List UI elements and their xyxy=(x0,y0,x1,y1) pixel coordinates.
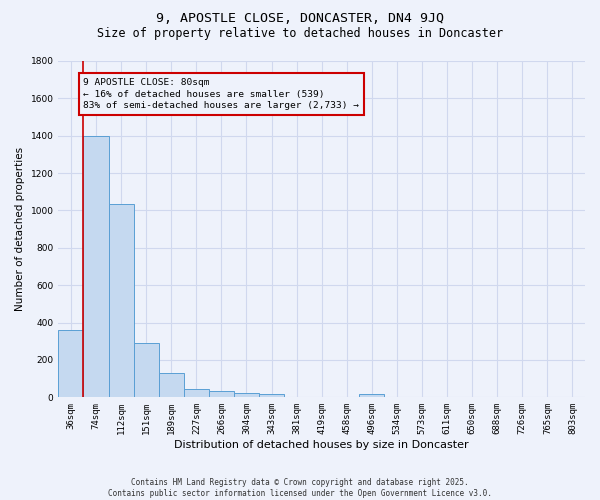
Text: 9, APOSTLE CLOSE, DONCASTER, DN4 9JQ: 9, APOSTLE CLOSE, DONCASTER, DN4 9JQ xyxy=(156,12,444,26)
Bar xyxy=(259,394,284,398)
Text: Contains HM Land Registry data © Crown copyright and database right 2025.
Contai: Contains HM Land Registry data © Crown c… xyxy=(108,478,492,498)
Bar xyxy=(184,390,209,398)
Bar xyxy=(234,393,259,398)
Bar xyxy=(83,136,109,398)
X-axis label: Distribution of detached houses by size in Doncaster: Distribution of detached houses by size … xyxy=(175,440,469,450)
Bar xyxy=(58,330,83,398)
Y-axis label: Number of detached properties: Number of detached properties xyxy=(15,147,25,311)
Text: 9 APOSTLE CLOSE: 80sqm
← 16% of detached houses are smaller (539)
83% of semi-de: 9 APOSTLE CLOSE: 80sqm ← 16% of detached… xyxy=(83,78,359,110)
Text: Size of property relative to detached houses in Doncaster: Size of property relative to detached ho… xyxy=(97,28,503,40)
Bar xyxy=(359,394,385,398)
Bar xyxy=(109,204,134,398)
Bar xyxy=(134,343,159,398)
Bar xyxy=(159,373,184,398)
Bar xyxy=(209,391,234,398)
